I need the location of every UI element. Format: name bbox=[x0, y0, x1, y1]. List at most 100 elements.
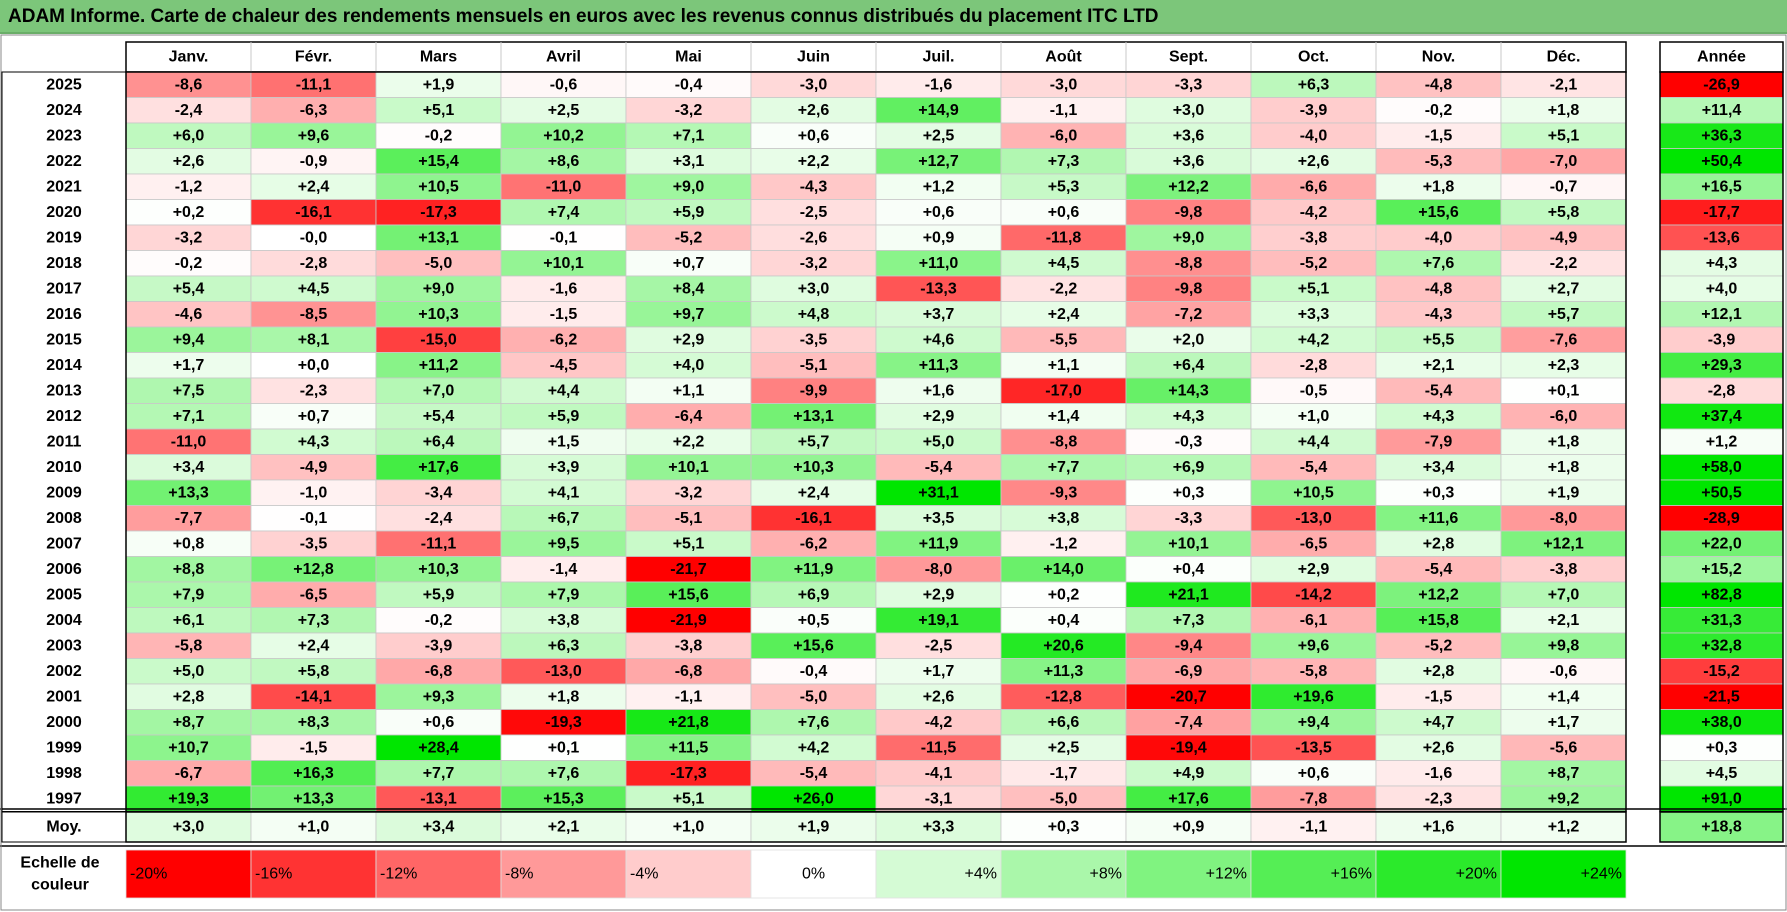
heatmap-cell bbox=[125, 785, 252, 812]
annual-value: -26,9 bbox=[1703, 76, 1740, 93]
average-cell bbox=[250, 811, 377, 843]
annual-cell bbox=[1659, 275, 1784, 302]
cell-value: -4,2 bbox=[1300, 204, 1328, 221]
cell-value: -6,5 bbox=[1300, 535, 1328, 552]
cell-value: -20,7 bbox=[1170, 688, 1207, 705]
year-label: 2008 bbox=[46, 510, 82, 527]
legend-title-line1: Echelle de bbox=[20, 855, 99, 872]
cell-value: +6,4 bbox=[1173, 357, 1205, 374]
cell-value: -11,1 bbox=[421, 535, 457, 552]
legend-title-line2: couleur bbox=[31, 877, 89, 894]
average-value: +3,3 bbox=[923, 819, 955, 836]
legend-label: +20% bbox=[1456, 866, 1497, 883]
cell-value: +12,2 bbox=[1418, 586, 1459, 603]
cell-value: +10,3 bbox=[793, 459, 834, 476]
heatmap-cell bbox=[750, 377, 877, 404]
heatmap-cell bbox=[625, 173, 752, 200]
legend-swatch bbox=[375, 849, 502, 899]
heatmap-cell bbox=[1375, 377, 1502, 404]
heatmap-cell bbox=[1000, 734, 1127, 761]
cell-value: +2,5 bbox=[1048, 739, 1080, 756]
heatmap-cell bbox=[1250, 148, 1377, 175]
cell-value: +4,2 bbox=[798, 739, 830, 756]
cell-value: +1,8 bbox=[548, 688, 580, 705]
cell-value: +10,5 bbox=[418, 178, 459, 195]
cell-value: -3,0 bbox=[1050, 76, 1078, 93]
cell-value: -3,5 bbox=[300, 535, 328, 552]
heatmap-cell bbox=[1500, 709, 1627, 736]
cell-value: +0,6 bbox=[1048, 204, 1080, 221]
heatmap-cell bbox=[1500, 734, 1627, 761]
heatmap-cell bbox=[1250, 607, 1377, 634]
year-label: 2016 bbox=[46, 306, 82, 323]
heatmap-cell bbox=[250, 275, 377, 302]
year-label: 2002 bbox=[46, 663, 82, 680]
cell-value: +4,7 bbox=[1423, 714, 1455, 731]
annual-value: +11,4 bbox=[1702, 102, 1742, 119]
cell-value: +3,7 bbox=[923, 306, 955, 323]
cell-value: +19,6 bbox=[1293, 688, 1334, 705]
cell-value: -1,6 bbox=[550, 280, 578, 297]
heatmap-cell bbox=[1250, 122, 1377, 149]
heatmap-cell bbox=[375, 148, 502, 175]
annual-value: +16,5 bbox=[1701, 178, 1742, 195]
heatmap-cell bbox=[1500, 122, 1627, 149]
cell-value: -8,6 bbox=[175, 76, 203, 93]
heatmap-cell bbox=[1125, 556, 1252, 583]
average-cell bbox=[1000, 811, 1127, 843]
annual-value: +4,5 bbox=[1706, 765, 1738, 782]
cell-value: -3,5 bbox=[800, 331, 828, 348]
cell-value: +4,5 bbox=[298, 280, 330, 297]
cell-value: +17,6 bbox=[1168, 790, 1209, 807]
month-header-5: Mai bbox=[675, 49, 702, 66]
cell-value: -7,0 bbox=[1550, 153, 1578, 170]
cell-value: +14,3 bbox=[1168, 382, 1209, 399]
year-label: 2006 bbox=[46, 561, 82, 578]
cell-value: -13,1 bbox=[420, 790, 457, 807]
heatmap-cell bbox=[1375, 173, 1502, 200]
heatmap-cell bbox=[625, 428, 752, 455]
cell-value: -3,1 bbox=[925, 790, 953, 807]
cell-value: -4,6 bbox=[175, 306, 203, 323]
cell-value: -3,9 bbox=[1300, 102, 1328, 119]
heatmap-cell bbox=[875, 326, 1002, 353]
year-label: 2022 bbox=[46, 153, 82, 170]
year-label: 1997 bbox=[46, 790, 82, 807]
cell-value: -5,2 bbox=[1300, 255, 1328, 272]
heatmap-cell bbox=[1125, 71, 1252, 98]
heatmap-cell bbox=[1000, 581, 1127, 608]
cell-value: -1,1 bbox=[1050, 102, 1078, 119]
heatmap-cell bbox=[375, 581, 502, 608]
heatmap-cell bbox=[500, 556, 627, 583]
year-label: 2015 bbox=[46, 331, 82, 348]
heatmap-cell bbox=[500, 71, 627, 98]
heatmap-cell bbox=[250, 428, 377, 455]
heatmap-cell bbox=[1125, 607, 1252, 634]
cell-value: -3,0 bbox=[800, 76, 828, 93]
heatmap-cell bbox=[1000, 71, 1127, 98]
heatmap-cell bbox=[875, 454, 1002, 481]
heatmap-cell bbox=[875, 607, 1002, 634]
cell-value: -3,8 bbox=[1550, 561, 1578, 578]
cell-value: -7,8 bbox=[1300, 790, 1328, 807]
legend-label: -16% bbox=[255, 866, 292, 883]
heatmap-cell bbox=[1375, 326, 1502, 353]
average-cell bbox=[500, 811, 627, 843]
annual-value: +1,2 bbox=[1706, 433, 1738, 450]
cell-value: -3,2 bbox=[675, 484, 703, 501]
heatmap-cell bbox=[250, 173, 377, 200]
cell-value: -6,0 bbox=[1050, 127, 1078, 144]
heatmap-cell bbox=[625, 581, 752, 608]
heatmap-cell bbox=[750, 734, 877, 761]
heatmap-cell bbox=[375, 658, 502, 685]
annual-cell bbox=[1659, 658, 1784, 685]
cell-value: -6,8 bbox=[425, 663, 453, 680]
legend-swatch bbox=[125, 849, 252, 899]
cell-value: -6,3 bbox=[300, 102, 328, 119]
heatmap-cell bbox=[1000, 224, 1127, 251]
cell-value: +5,1 bbox=[1298, 280, 1330, 297]
heatmap-cell bbox=[1250, 275, 1377, 302]
cell-value: +2,6 bbox=[1423, 739, 1455, 756]
heatmap-cell bbox=[500, 275, 627, 302]
cell-value: +4,2 bbox=[1298, 331, 1330, 348]
